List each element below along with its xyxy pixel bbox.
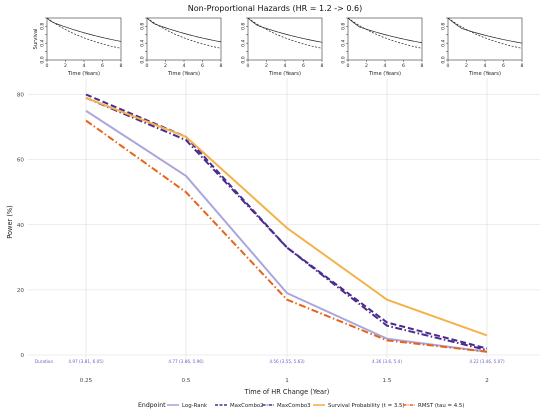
inset-y-tick-label: 0.8 (341, 23, 347, 30)
inset-treatment-curve (146, 17, 222, 43)
inset-x-tick-label: 2 (365, 63, 368, 69)
inset-x-tick-label: 4 (384, 63, 387, 69)
duration-value: 4.22 (3.46, 5.07) (469, 359, 505, 364)
inset-x-tick-label: 2 (64, 63, 67, 69)
inset-x-label: Time (Years) (268, 71, 301, 77)
main-plot: 0 20 40 60 80 0.25 4.97 (3.81, 6.05) 0.5 4.77 (3… (6, 78, 540, 396)
legend-label-log_rank: Log-Rank (182, 403, 208, 409)
inset-y-tick-label: 0.4 (241, 39, 247, 46)
inset-y-tick-label: 0.0 (441, 56, 447, 63)
y-tick-label: 20 (17, 288, 25, 294)
series-line-maxcombo2 (85, 93, 488, 350)
inset-y-tick-label: 0.4 (441, 39, 447, 46)
inset-panel-1: 0 2 4 6 8 0.0 0.4 0.8 Time (Years) Survival (33, 17, 123, 77)
inset-y-tick-label: 0.8 (441, 23, 447, 30)
inset-y-tick-label: 0.8 (40, 23, 46, 30)
legend-label-survival_prob: Survival Probability (t = 3.5) (328, 403, 405, 409)
inset-frame (247, 17, 323, 61)
x-axis-label: Time of HR Change (Year) (244, 388, 330, 396)
y-axis-label: Power (%) (6, 205, 14, 238)
inset-treatment-curve (247, 17, 323, 43)
inset-y-tick-label: 0.4 (40, 39, 46, 46)
inset-control-curve (347, 17, 423, 49)
inset-x-tick-label: 2 (465, 63, 468, 69)
inset-panel-2: 0 2 4 6 8 0.0 0.4 0.8 Time (Years) (140, 17, 223, 77)
inset-x-tick-label: 4 (284, 63, 287, 69)
inset-x-tick-label: 4 (183, 63, 186, 69)
x-tick-label: 1.5 (383, 378, 392, 384)
y-tick-label: 80 (17, 93, 25, 99)
inset-treatment-curve (46, 17, 122, 42)
inset-x-tick-label: 0 (447, 63, 450, 69)
inset-control-curve (146, 17, 222, 49)
inset-y-tick-label: 0.0 (241, 56, 247, 63)
y-tick-label: 60 (17, 158, 25, 164)
inset-panel-4: 0 2 4 6 8 0.0 0.4 0.8 Time (Years) (341, 17, 424, 77)
x-tick-label: 2 (485, 378, 489, 384)
inset-x-tick-label: 0 (247, 63, 250, 69)
series-line-rmst (85, 119, 488, 353)
legend-title: Endpoint (138, 402, 166, 409)
inset-panel-3: 0 2 4 6 8 0.0 0.4 0.8 Time (Years) (241, 17, 324, 77)
inset-frame (347, 17, 423, 61)
inset-x-tick-label: 6 (201, 63, 204, 69)
inset-x-tick-label: 2 (164, 63, 167, 69)
legend-label-maxcombo2: MaxCombo2 (230, 403, 264, 409)
inset-x-label: Time (Years) (468, 71, 501, 77)
inset-y-tick-label: 0.0 (140, 56, 146, 63)
inset-frame (146, 17, 222, 61)
grid (28, 78, 540, 358)
inset-x-tick-label: 6 (101, 63, 104, 69)
x-tick-label: 0.25 (80, 378, 93, 384)
series-line-maxcombo3 (85, 96, 488, 352)
inset-x-tick-label: 8 (521, 63, 524, 69)
inset-control-curve (247, 17, 323, 49)
duration-value: 4.36 (3.6, 5.4) (372, 359, 402, 364)
inset-frame (447, 17, 523, 61)
inset-y-tick-label: 0.0 (40, 56, 46, 63)
inset-x-tick-label: 0 (146, 63, 149, 69)
duration-value: 4.97 (3.81, 6.05) (68, 359, 104, 364)
inset-x-tick-label: 8 (220, 63, 223, 69)
inset-x-tick-label: 8 (120, 63, 123, 69)
y-tick-label: 0 (20, 353, 24, 359)
duration-value: 4.56 (3.55, 5.63) (269, 359, 305, 364)
inset-treatment-curve (447, 17, 523, 44)
inset-y-tick-label: 0.4 (341, 39, 347, 46)
inset-panel-5: 0 2 4 6 8 0.0 0.4 0.8 Time (Years) (441, 17, 524, 77)
series-line-log_rank (85, 109, 488, 353)
inset-x-tick-label: 6 (502, 63, 505, 69)
legend-label-maxcombo3: MaxCombo3 (277, 403, 311, 409)
inset-x-tick-label: 0 (347, 63, 350, 69)
inset-y-tick-label: 0.8 (140, 23, 146, 30)
inset-x-tick-label: 6 (302, 63, 305, 69)
inset-x-tick-label: 4 (484, 63, 487, 69)
duration-label: Duration (35, 359, 54, 364)
inset-treatment-curve (347, 17, 423, 44)
duration-value: 4.77 (3.86, 5.96) (168, 359, 204, 364)
inset-y-label: Survival (33, 29, 39, 50)
inset-control-curve (447, 17, 523, 49)
inset-x-tick-label: 8 (421, 63, 424, 69)
inset-x-label: Time (Years) (67, 71, 100, 77)
x-tick-label: 1 (285, 378, 289, 384)
x-tick-label: 0.5 (182, 378, 191, 384)
legend-label-rmst: RMST (tau = 4.5) (418, 403, 464, 409)
inset-x-tick-label: 0 (46, 63, 49, 69)
chart-title: Non-Proportional Hazards (HR = 1.2 -> 0.… (188, 4, 362, 13)
legend: Endpoint Log-Rank MaxCombo2 MaxCombo3 Surviv… (138, 402, 464, 409)
inset-x-label: Time (Years) (167, 71, 200, 77)
inset-x-label: Time (Years) (368, 71, 401, 77)
inset-x-tick-label: 2 (265, 63, 268, 69)
inset-x-tick-label: 6 (402, 63, 405, 69)
inset-control-curve (46, 17, 122, 49)
inset-y-tick-label: 0.4 (140, 39, 146, 46)
inset-x-tick-label: 4 (83, 63, 86, 69)
y-tick-label: 40 (17, 223, 25, 229)
inset-x-tick-label: 8 (321, 63, 324, 69)
inset-y-tick-label: 0.8 (241, 23, 247, 30)
inset-y-tick-label: 0.0 (341, 56, 347, 63)
